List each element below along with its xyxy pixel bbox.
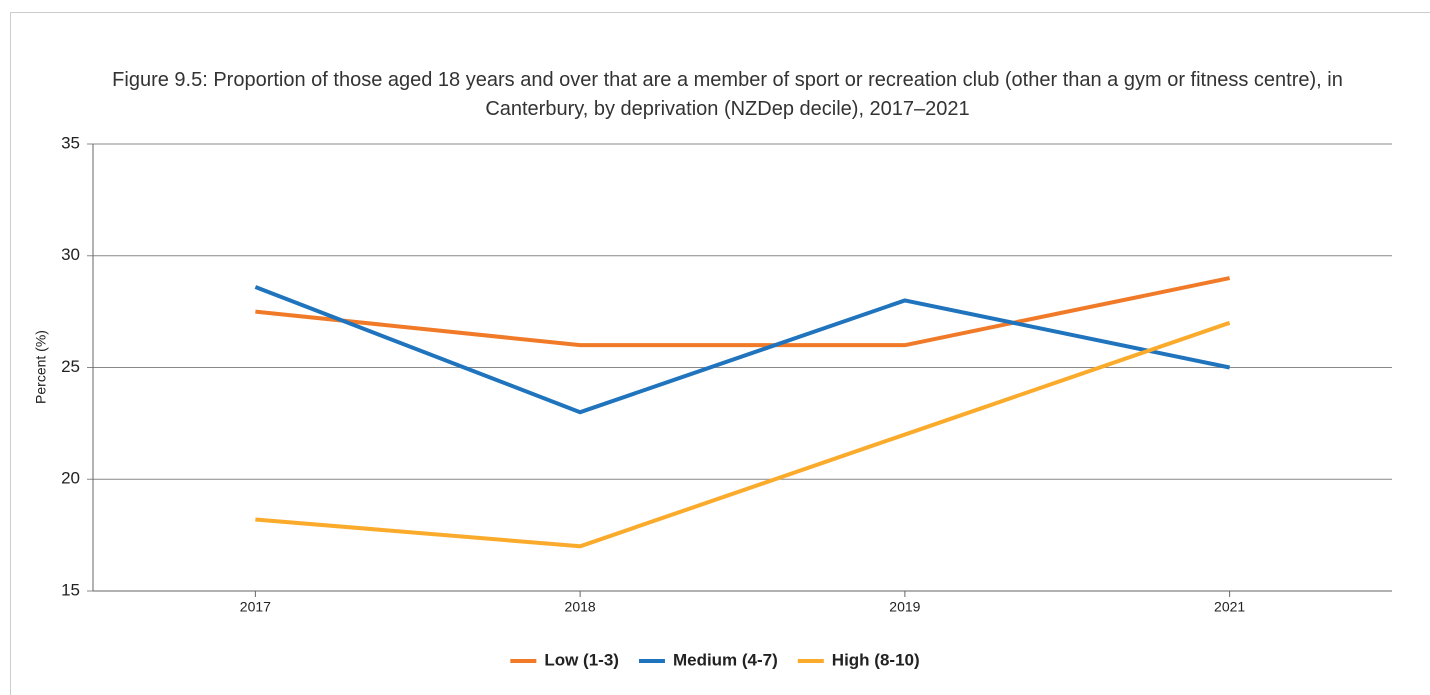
legend-label: Medium (4-7): [673, 650, 778, 669]
y-tick-label: 30: [61, 245, 80, 264]
y-tick-label: 25: [61, 357, 80, 376]
x-tick-label: 2018: [565, 599, 596, 615]
x-tick-label: 2021: [1214, 599, 1245, 615]
frame: [10, 12, 1430, 695]
y-tick-label: 15: [61, 580, 80, 599]
data-line: [255, 320, 1231, 549]
data-line: [255, 276, 1231, 348]
legend-label: High (8-10): [832, 650, 920, 669]
y-tick-label: 20: [61, 469, 80, 488]
data-line: [254, 285, 1231, 415]
x-tick-label: 2019: [889, 599, 920, 615]
y-tick-label: 35: [61, 133, 80, 152]
y-axis-label: Percent (%): [33, 330, 49, 404]
legend-label: Low (1-3): [544, 650, 619, 669]
x-tick-label: 2017: [240, 599, 271, 615]
chart-title: Figure 9.5: Proportion of those aged 18 …: [112, 69, 1343, 120]
